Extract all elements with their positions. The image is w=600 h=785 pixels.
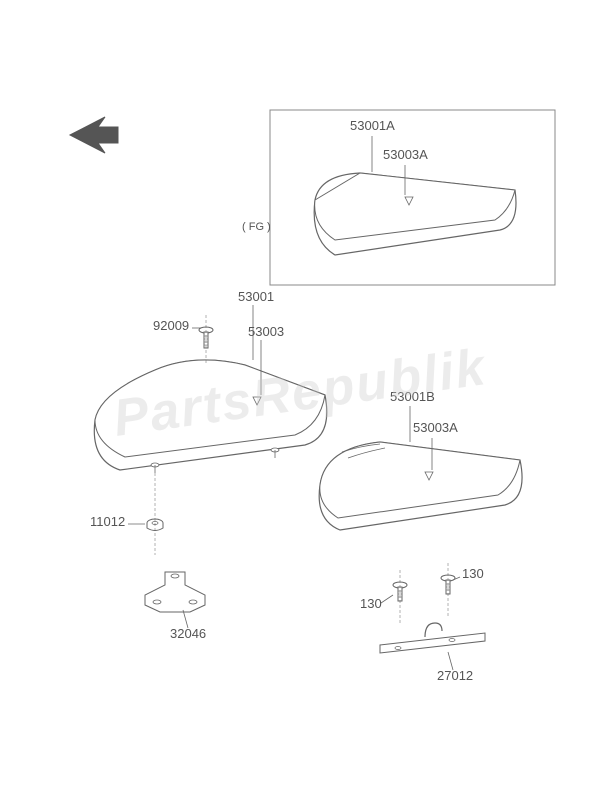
label-53003A-mid: 53003A [413, 420, 458, 435]
label-32046: 32046 [170, 626, 206, 641]
label-fg: ( FG ) [242, 221, 271, 233]
label-92009: 92009 [153, 318, 189, 333]
label-53001A: 53001A [350, 118, 395, 133]
bracket-32046 [145, 572, 205, 612]
label-53001: 53001 [238, 289, 274, 304]
label-11012: 11012 [90, 514, 125, 529]
parts-diagram: PartsRepublik 53001A 53003A ( FG ) 92009… [0, 0, 600, 785]
label-130-left: 130 [360, 596, 382, 611]
diagram-svg [0, 0, 600, 785]
front-seat [94, 360, 326, 473]
label-53001B: 53001B [390, 389, 435, 404]
seat-inset [314, 173, 516, 255]
label-130-right: 130 [462, 566, 484, 581]
rear-seat [319, 442, 522, 530]
arrow-indicator [70, 117, 118, 153]
label-53003: 53003 [248, 324, 284, 339]
label-27012: 27012 [437, 668, 473, 683]
hook-27012 [380, 623, 485, 653]
label-53003A-top: 53003A [383, 147, 428, 162]
